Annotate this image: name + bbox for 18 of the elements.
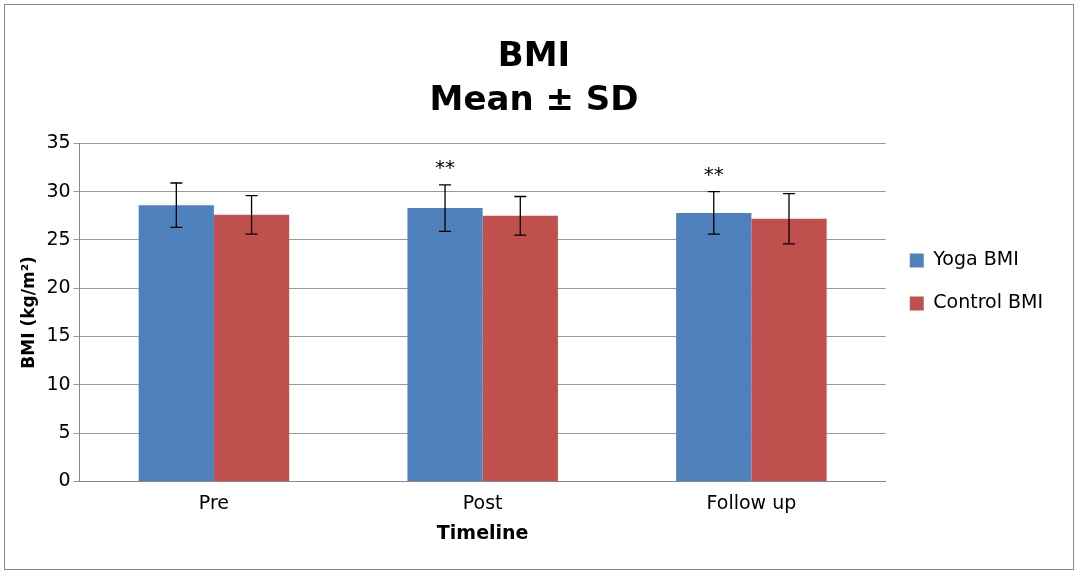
chart-title: BMI Mean ± SD (429, 33, 639, 119)
x-tick-label: Post (462, 490, 503, 513)
legend-label: Yoga BMI (932, 247, 1019, 270)
y-tick-label: 30 (46, 178, 71, 201)
annotation: ** (703, 161, 724, 186)
x-tick-label: Pre (198, 490, 230, 513)
y-axis-title: BMI (kg/m²) (17, 256, 38, 369)
y-tick-label: 0 (58, 468, 71, 491)
y-tick-label: 15 (46, 323, 71, 346)
y-tick-label: 20 (46, 275, 71, 298)
x-axis-title: Timeline (436, 520, 529, 543)
x-tick-label: Follow up (706, 490, 797, 513)
y-tick-label: 25 (46, 226, 71, 249)
annotation: ** (435, 155, 456, 180)
y-tick-label: 10 (46, 371, 71, 394)
y-tick-label: 5 (58, 420, 71, 443)
y-tick-label: 35 (46, 130, 71, 153)
legend-label: Control BMI (933, 290, 1044, 313)
